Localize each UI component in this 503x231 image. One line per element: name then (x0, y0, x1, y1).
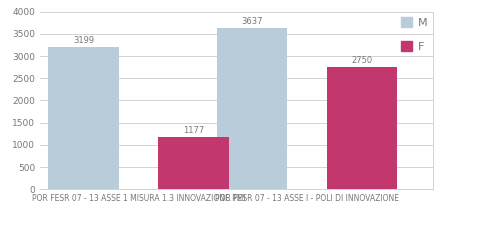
Text: 2750: 2750 (352, 56, 373, 65)
Text: 3199: 3199 (73, 36, 94, 45)
Bar (326, 67, 397, 189)
Bar (158, 137, 228, 189)
Bar (48, 47, 119, 189)
Text: 1177: 1177 (183, 126, 204, 135)
Legend: M, F: M, F (401, 17, 427, 52)
Text: 3637: 3637 (241, 17, 263, 26)
Bar (217, 28, 287, 189)
